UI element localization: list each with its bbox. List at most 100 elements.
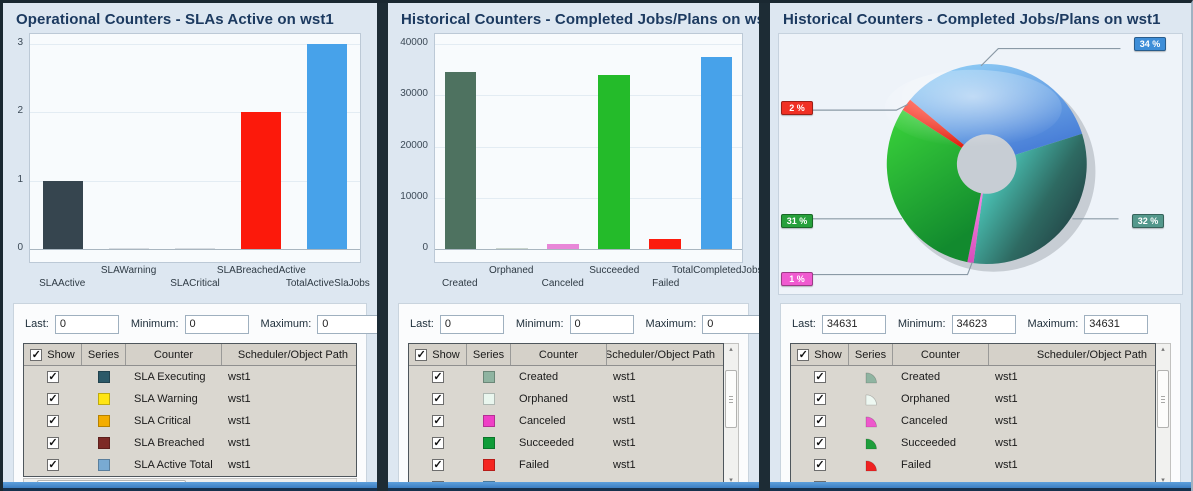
gridline: [30, 180, 360, 182]
row-checkbox[interactable]: ✓: [432, 393, 444, 405]
cell-counter: Created: [901, 371, 941, 383]
select-all-checkbox[interactable]: ✓: [415, 348, 428, 361]
maximum-value-field[interactable]: [702, 314, 759, 334]
row-checkbox[interactable]: ✓: [47, 371, 59, 383]
table-row[interactable]: ✓ Created wst1: [791, 366, 1155, 388]
row-checkbox[interactable]: ✓: [432, 481, 444, 482]
vertical-scroll-thumb[interactable]: [1157, 370, 1169, 428]
table-row[interactable]: ✓ Canceled wst1: [791, 410, 1155, 432]
row-checkbox[interactable]: ✓: [47, 393, 59, 405]
table-row[interactable]: ✓ SLA Breached wst1: [24, 432, 356, 454]
x-axis-label-Failed: Failed: [652, 278, 680, 289]
last-value-field[interactable]: [821, 314, 886, 334]
horizontal-scrollbar[interactable]: ◂▸: [23, 478, 357, 482]
x-axis-label-SLACritical: SLACritical: [170, 278, 220, 289]
table-row[interactable]: ✓ SLA Active Total wst1: [24, 454, 356, 476]
column-header-counter[interactable]: Counter: [893, 344, 989, 365]
completed-bar-xlabels: Created Orphaned Canceled Succeeded Failed To…: [392, 263, 759, 293]
table-row[interactable]: ✓ SLA Executing wst1: [24, 366, 356, 388]
last-label: Last:: [792, 318, 816, 330]
cell-counter: SLA Executing: [134, 371, 206, 383]
donut-svg: [811, 48, 1121, 276]
table-row[interactable]: ✓ Orphaned wst1: [791, 388, 1155, 410]
vertical-scroll-thumb[interactable]: [725, 370, 737, 428]
scroll-up-arrow[interactable]: ▴: [729, 346, 733, 353]
column-header-show[interactable]: ✓ Show: [409, 344, 467, 365]
column-header-path[interactable]: Scheduler/Object Path: [237, 348, 348, 361]
gridline: [435, 44, 742, 45]
column-header-path[interactable]: Scheduler/Object Path: [607, 348, 715, 361]
panel-completed-bars: Historical Counters - Completed Jobs/Pla…: [388, 3, 759, 491]
row-checkbox[interactable]: ✓: [432, 459, 444, 471]
column-header-show[interactable]: ✓ Show: [24, 344, 82, 365]
row-checkbox[interactable]: ✓: [47, 415, 59, 427]
row-checkbox[interactable]: ✓: [814, 459, 826, 471]
table-row[interactable]: ✓ Succeeded wst1: [409, 432, 723, 454]
y-axis-tick-label: 3: [17, 37, 23, 48]
last-value-field[interactable]: [439, 314, 504, 334]
table-row[interactable]: ✓ Created wst1: [409, 366, 723, 388]
table-row[interactable]: ✓ Canceled wst1: [409, 410, 723, 432]
panel-bottom-strip: [3, 482, 377, 491]
cell-show: ✓: [409, 371, 467, 383]
panel-pie-body: Historical Counters - Completed Jobs/Pla…: [770, 3, 1191, 482]
column-header-series[interactable]: Series: [82, 344, 126, 365]
min-label: Minimum:: [897, 318, 946, 330]
cell-show: ✓: [791, 437, 849, 449]
row-checkbox[interactable]: ✓: [432, 437, 444, 449]
minimum-value-field[interactable]: [569, 314, 634, 334]
table-row[interactable]: ✓ TotalCompletedJobswst1: [409, 476, 723, 482]
vertical-scrollbar[interactable]: ▴ ▾: [724, 343, 739, 482]
row-checkbox[interactable]: ✓: [814, 481, 826, 482]
row-checkbox[interactable]: ✓: [432, 415, 444, 427]
scroll-down-arrow[interactable]: ▾: [729, 477, 733, 482]
legend-table-body: ✓ SLA Executing wst1 ✓ SLA Warning wst1 ✓ SLA C…: [24, 366, 356, 476]
table-row[interactable]: ✓ Failed wst1: [409, 454, 723, 476]
column-header-counter[interactable]: Counter: [126, 344, 222, 365]
table-row[interactable]: ✓ Orphaned wst1: [409, 388, 723, 410]
cell-counter: Canceled: [901, 415, 948, 427]
row-checkbox[interactable]: ✓: [432, 371, 444, 383]
scroll-up-arrow[interactable]: ▴: [1161, 346, 1165, 353]
scroll-left-arrow[interactable]: ◂: [24, 479, 36, 482]
y-axis-tick-label: 20000: [400, 139, 428, 151]
column-header-series[interactable]: Series: [467, 344, 511, 365]
horizontal-scroll-thumb[interactable]: [37, 480, 187, 482]
y-axis-tick-label: 30000: [400, 88, 428, 100]
maximum-value-field[interactable]: [317, 314, 377, 334]
minimum-value-field[interactable]: [951, 314, 1016, 334]
maximum-value-field[interactable]: [1084, 314, 1149, 334]
minimum-value-field[interactable]: [184, 314, 249, 334]
sla-bar-xlabels: SLAActive SLAWarning SLACritical SLABreache…: [7, 263, 370, 293]
max-label: Maximum:: [1027, 318, 1079, 330]
table-row[interactable]: ✓ Succeeded wst1: [791, 432, 1155, 454]
select-all-checkbox[interactable]: ✓: [30, 348, 43, 361]
scroll-right-arrow[interactable]: ▸: [344, 479, 356, 482]
bar-Created: [444, 71, 477, 249]
last-value-field[interactable]: [54, 314, 119, 334]
x-axis-label-SLAActive: SLAActive: [39, 278, 86, 289]
row-checkbox[interactable]: ✓: [814, 415, 826, 427]
column-header-show[interactable]: ✓ Show: [791, 344, 849, 365]
table-row[interactable]: ✓ TotalCompletedJobswst1: [791, 476, 1155, 482]
table-row[interactable]: ✓ SLA Critical wst1: [24, 410, 356, 432]
column-header-counter[interactable]: Counter: [511, 344, 607, 365]
y-axis-tick-label: 1: [17, 173, 23, 185]
table-row[interactable]: ✓ Failed wst1: [791, 454, 1155, 476]
row-checkbox[interactable]: ✓: [814, 371, 826, 383]
scroll-down-arrow[interactable]: ▾: [1161, 477, 1165, 482]
column-header-path[interactable]: Scheduler/Object Path: [1036, 348, 1147, 361]
cell-path: wst1: [228, 371, 251, 383]
row-checkbox[interactable]: ✓: [47, 459, 59, 471]
vertical-scrollbar[interactable]: ▴ ▾: [1156, 343, 1171, 482]
bar-plot-area: [29, 33, 361, 263]
x-axis-label-Canceled: Canceled: [541, 278, 584, 289]
row-checkbox[interactable]: ✓: [47, 437, 59, 449]
column-header-series[interactable]: Series: [849, 344, 893, 365]
row-checkbox[interactable]: ✓: [814, 393, 826, 405]
table-row[interactable]: ✓ SLA Warning wst1: [24, 388, 356, 410]
row-checkbox[interactable]: ✓: [814, 437, 826, 449]
series-swatch-shape: [865, 416, 877, 428]
select-all-checkbox[interactable]: ✓: [797, 348, 810, 361]
